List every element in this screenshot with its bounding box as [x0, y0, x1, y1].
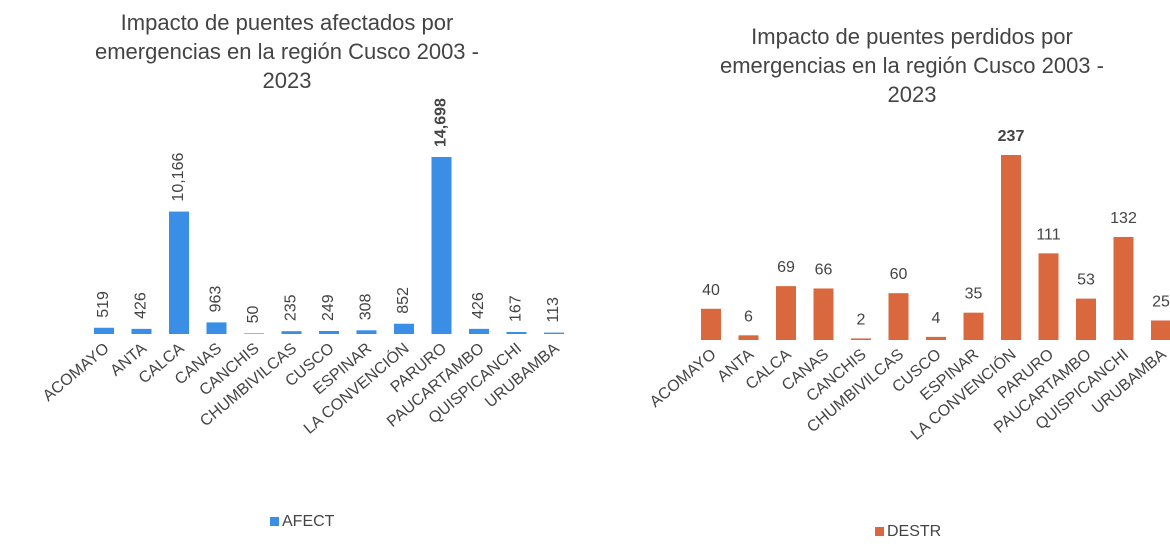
- bar: [1001, 155, 1021, 340]
- data-label: 111: [1036, 226, 1060, 243]
- data-label: 237: [998, 128, 1025, 145]
- chart-title: Impacto de puentes perdidos por emergenc…: [719, 24, 1104, 107]
- data-label: 167: [508, 295, 525, 322]
- legend-label: AFECT: [282, 513, 335, 530]
- bar: [244, 333, 264, 334]
- bar: [851, 338, 871, 340]
- data-label: 40: [702, 282, 720, 299]
- chart-title: Impacto de puentes afectados por emergen…: [94, 10, 479, 93]
- data-label: 235: [283, 294, 300, 321]
- bar: [394, 323, 414, 334]
- bar: [169, 211, 189, 334]
- data-label: 10,166: [170, 153, 187, 202]
- bar: [1038, 253, 1059, 340]
- bar: [544, 332, 564, 334]
- bar: [1076, 298, 1096, 340]
- bar: [131, 328, 152, 334]
- legend-swatch: [270, 517, 279, 526]
- bar: [319, 331, 339, 334]
- data-label: 113: [545, 297, 562, 323]
- data-label: 426: [133, 292, 150, 319]
- x-tick-label: ACOMAYO: [40, 340, 113, 405]
- data-label: 14,698: [433, 98, 450, 147]
- data-label: 2: [857, 311, 866, 328]
- data-label: 60: [890, 266, 908, 283]
- data-label: 963: [208, 286, 225, 313]
- x-tick-label: ACOMAYO: [647, 346, 720, 411]
- bar: [1151, 320, 1170, 340]
- data-label: 50: [245, 305, 262, 323]
- data-label: 66: [815, 261, 833, 278]
- data-label: 35: [965, 286, 983, 303]
- data-label: 132: [1110, 210, 1137, 227]
- legend-label: DESTR: [887, 523, 941, 540]
- bar: [738, 335, 759, 340]
- data-label: 4: [932, 310, 941, 327]
- bar: [506, 331, 527, 334]
- data-label: 25: [1152, 293, 1170, 310]
- legend-swatch: [875, 527, 884, 536]
- bar: [888, 293, 909, 340]
- bar: [1113, 236, 1134, 340]
- bar: [206, 322, 227, 334]
- chart-left: Impacto de puentes afectados por emergen…: [40, 10, 564, 530]
- bar: [469, 328, 489, 334]
- bar: [963, 312, 984, 340]
- bar: [776, 286, 796, 340]
- data-label: 519: [95, 291, 112, 318]
- bar: [701, 308, 721, 340]
- data-label: 6: [744, 308, 753, 325]
- bar: [281, 331, 302, 334]
- chart-right: Impacto de puentes perdidos por emergenc…: [585, 0, 1170, 548]
- data-label: 308: [358, 293, 375, 320]
- bar: [94, 327, 114, 334]
- bar: [356, 330, 377, 334]
- data-label: 69: [777, 259, 795, 276]
- data-label: 249: [320, 294, 337, 321]
- data-label: 426: [470, 292, 487, 319]
- data-label: 53: [1077, 272, 1095, 289]
- plot: 519 426 10,166 963 50 235 249 308 852 14,698 426 16…: [40, 98, 564, 530]
- bar: [926, 336, 946, 340]
- data-label: 852: [395, 287, 412, 314]
- bar: [431, 157, 452, 334]
- bar: [813, 288, 834, 340]
